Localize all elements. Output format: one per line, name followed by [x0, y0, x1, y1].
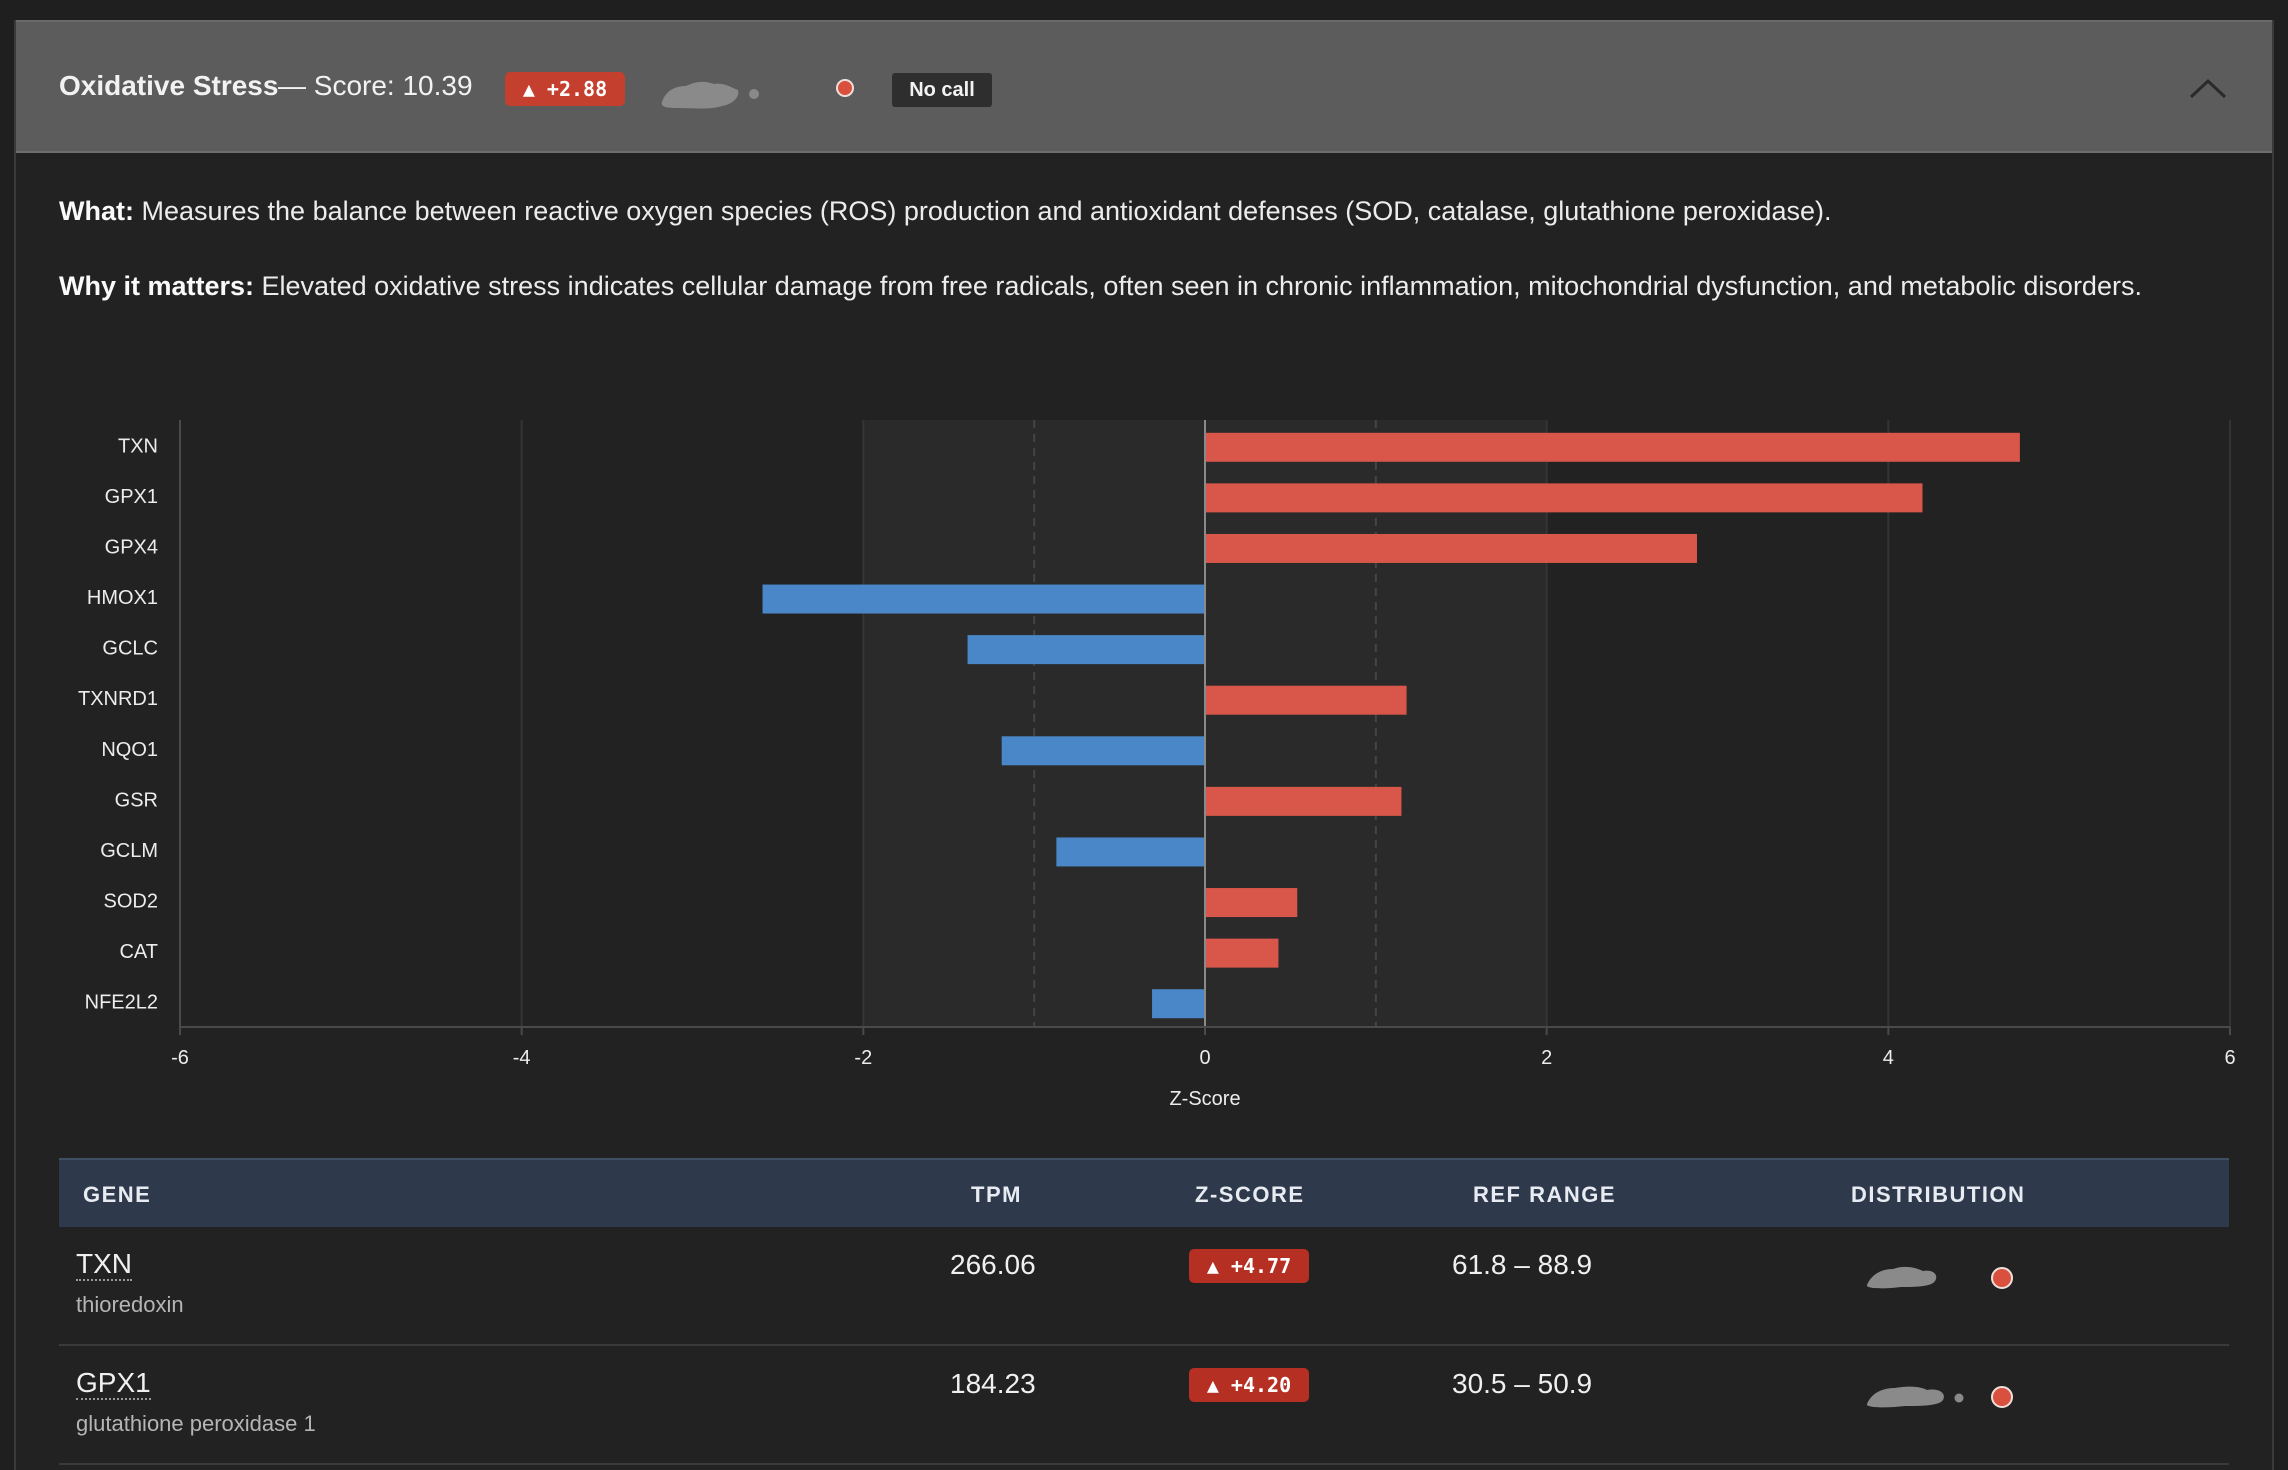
bar-gclm	[1056, 837, 1205, 867]
category-label: CAT	[119, 941, 158, 963]
bar-nfe2l2	[1152, 989, 1205, 1019]
what-description: What: Measures the balance between react…	[59, 190, 2239, 232]
status-dot-icon	[836, 79, 854, 97]
col-distribution[interactable]: DISTRIBUTION	[1851, 1182, 2026, 1207]
panel-title: Oxidative Stress	[59, 70, 279, 101]
why-description: Why it matters: Elevated oxidative stres…	[59, 265, 2239, 307]
distribution-sparkline-icon	[661, 81, 759, 109]
why-label: Why it matters:	[59, 271, 255, 301]
what-label: What:	[59, 196, 134, 226]
gene-symbol[interactable]: TXN	[76, 1248, 132, 1281]
zscore-badge: ▲ +4.77	[1189, 1249, 1309, 1283]
category-label: HMOX1	[87, 587, 158, 609]
tpm-value: 184.23	[950, 1368, 1036, 1399]
tick-label: -6	[171, 1047, 189, 1069]
ref-range-value: 30.5 – 50.9	[1452, 1368, 1593, 1399]
category-label: NQO1	[101, 739, 158, 761]
tick-label: -2	[854, 1047, 872, 1069]
category-label: NFE2L2	[85, 992, 158, 1014]
col-tpm[interactable]: TPM	[971, 1182, 1022, 1207]
bar-gpx1	[1205, 483, 1923, 513]
bar-gsr	[1205, 786, 1402, 816]
x-axis-label: Z-Score	[1169, 1088, 1240, 1110]
bar-gclc	[967, 635, 1205, 665]
gene-description: thioredoxin	[76, 1292, 184, 1317]
gene-table: GENE TPM Z-SCORE REF RANGE DISTRIBUTION …	[59, 1158, 2229, 1465]
bar-cat	[1205, 938, 1279, 968]
distribution-sparkline-icon	[1866, 1266, 1937, 1289]
category-label: TXNRD1	[78, 688, 158, 710]
bar-sod2	[1205, 888, 1298, 918]
category-label: GSR	[115, 789, 158, 811]
why-text: Elevated oxidative stress indicates cell…	[254, 271, 2142, 301]
col-zscore[interactable]: Z-SCORE	[1195, 1182, 1305, 1207]
tick-label: -4	[513, 1047, 531, 1069]
zscore-bar-chart: TXN GPX1 GPX4 HMOX1 GCLC TXNRD1 NQO1 GSR GCLM SOD…	[78, 420, 2236, 1110]
category-label: GPX4	[105, 536, 158, 558]
bar-nqo1	[1001, 736, 1205, 766]
panel-score: — Score: 10.39	[278, 70, 473, 101]
tick-label: 0	[1199, 1047, 1210, 1069]
zscore-badge: ▲ +2.88	[505, 72, 625, 106]
tpm-value: 266.06	[950, 1249, 1036, 1280]
panel-header[interactable]: Oxidative Stress — Score: 10.39 ▲ +2.88 …	[16, 20, 2272, 153]
col-gene[interactable]: GENE	[83, 1182, 152, 1207]
tick-label: 2	[1541, 1047, 1552, 1069]
bar-txn	[1205, 432, 2020, 462]
pathway-panel: Oxidative Stress — Score: 10.39 ▲ +2.88 …	[14, 20, 2274, 1470]
table-header: GENE TPM Z-SCORE REF RANGE DISTRIBUTION	[59, 1158, 2229, 1227]
distribution-sparkline-icon	[1866, 1386, 1964, 1408]
ref-range-value: 61.8 – 88.9	[1452, 1249, 1593, 1280]
status-dot-icon	[1991, 1267, 2013, 1289]
zscore-badge: ▲ +4.20	[1189, 1368, 1309, 1402]
what-text: Measures the balance between reactive ox…	[133, 196, 1832, 226]
bar-hmox1	[762, 584, 1205, 614]
tick-label: 4	[1883, 1047, 1894, 1069]
gene-description: glutathione peroxidase 1	[76, 1411, 316, 1436]
status-dot-icon	[1991, 1386, 2013, 1408]
category-label: TXN	[118, 435, 158, 457]
table-row[interactable]: TXN thioredoxin 266.06 ▲ +4.77 61.8 – 88…	[59, 1227, 2229, 1346]
bar-txnrd1	[1205, 685, 1407, 715]
category-label: SOD2	[104, 891, 158, 913]
top-bar	[0, 0, 2288, 20]
table-row[interactable]: GPX1 glutathione peroxidase 1 184.23 ▲ +…	[59, 1346, 2229, 1465]
category-label: GPX1	[105, 486, 158, 508]
category-label: GCLC	[102, 638, 158, 660]
tick-label: 6	[2224, 1047, 2235, 1069]
category-label: GCLM	[100, 840, 158, 862]
bar-gpx4	[1205, 533, 1697, 563]
col-ref-range[interactable]: REF RANGE	[1473, 1182, 1617, 1207]
chevron-up-icon[interactable]	[2188, 77, 2228, 101]
gene-symbol[interactable]: GPX1	[76, 1367, 151, 1400]
call-status-badge: No call	[892, 73, 992, 107]
